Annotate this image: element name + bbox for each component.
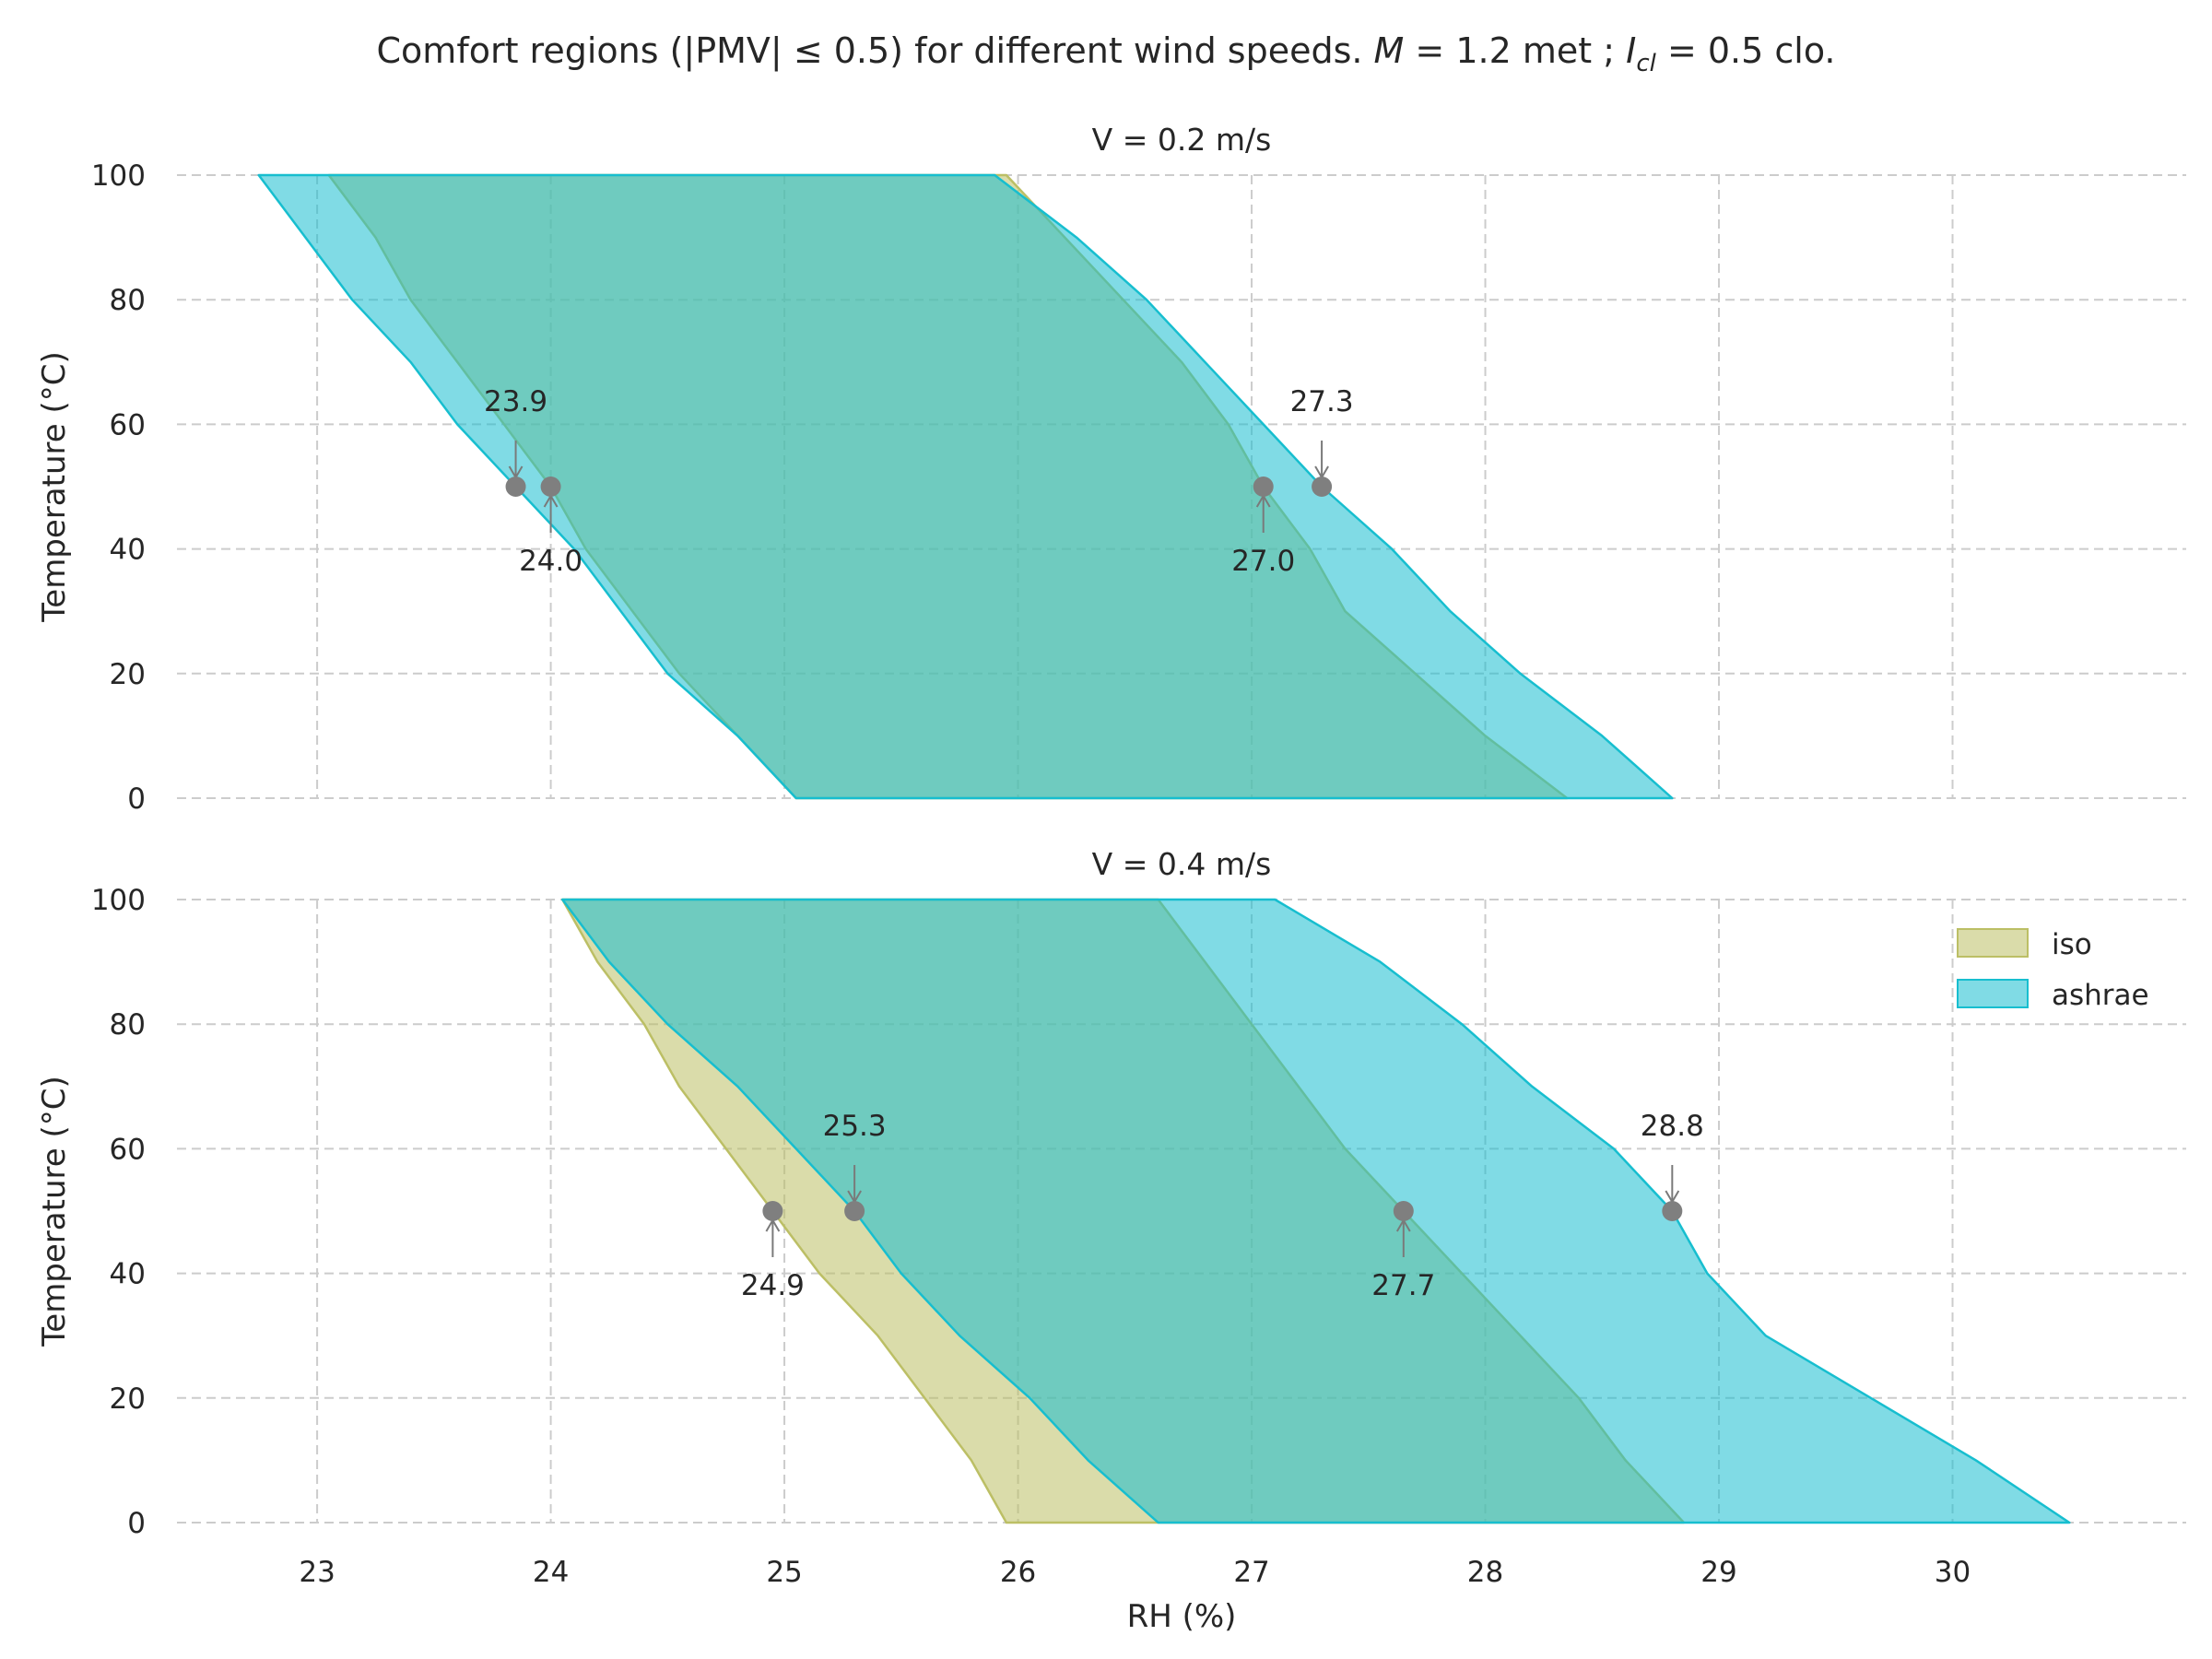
y-axis-label: Temperature (°C)	[36, 351, 73, 622]
y-axis-label: Temperature (°C)	[36, 1076, 73, 1347]
y-tick-label: 0	[127, 782, 146, 816]
legend-label-iso: iso	[2052, 928, 2092, 961]
subplots-group: 0 20 40 60 80 100 Temperature (°C) V = 0.2 m/s 2…	[36, 122, 2186, 1589]
subplot-title: V = 0.4 m/s	[1092, 846, 1272, 882]
annotation-label: 27.0	[1231, 545, 1295, 578]
annotation-label: 27.7	[1371, 1269, 1435, 1302]
x-tick-label: 28	[1467, 1556, 1503, 1589]
comfort-marker	[844, 1201, 865, 1221]
comfort-marker	[505, 477, 526, 497]
comfort-marker	[540, 477, 561, 497]
y-tick-label: 60	[110, 1133, 146, 1166]
x-axis-label: RH (%)	[1127, 1598, 1237, 1635]
legend-label-ashrae: ashrae	[2052, 979, 2149, 1012]
y-tick-label: 20	[110, 1382, 146, 1416]
comfort-marker	[762, 1201, 783, 1221]
annotation-label: 23.9	[484, 385, 547, 418]
annotation-label: 25.3	[823, 1110, 887, 1143]
comfort-marker	[1393, 1201, 1414, 1221]
x-tick-label: 23	[299, 1556, 335, 1589]
region-ashrae	[257, 173, 1674, 800]
y-tick-label: 60	[110, 408, 146, 441]
subplot-1: 0 20 40 60 80 100 Temperature (°C) V = 0.2 m/s 2…	[36, 122, 2186, 816]
region-ashrae	[561, 898, 2071, 1524]
x-tick-label: 24	[533, 1556, 569, 1589]
y-tick-label: 100	[91, 884, 146, 917]
y-tick-label: 40	[110, 534, 146, 567]
y-tick-label: 100	[91, 159, 146, 193]
y-tick-label: 20	[110, 658, 146, 691]
comfort-marker	[1312, 477, 1333, 497]
subplot-title: V = 0.2 m/s	[1092, 122, 1272, 158]
x-tick-label: 26	[1000, 1556, 1036, 1589]
legend-swatch-ashrae	[1957, 979, 2029, 1008]
legend: iso ashrae	[1957, 928, 2149, 1012]
chart-suptitle: Comfort regions (|PMV| ≤ 0.5) for differ…	[377, 30, 1836, 77]
subplot-2: 0 20 40 60 80 100 Temperature (°C) V = 0.4 m/s 2…	[36, 846, 2186, 1589]
annotation-label: 27.3	[1290, 385, 1354, 418]
annotation-label: 24.9	[741, 1269, 805, 1302]
x-tick-label: 25	[766, 1556, 802, 1589]
y-tick-label: 40	[110, 1258, 146, 1291]
y-tick-label: 0	[127, 1507, 146, 1540]
legend-swatch-iso	[1957, 928, 2029, 958]
annotation-label: 28.8	[1641, 1110, 1704, 1143]
annotation-label: 24.0	[519, 545, 582, 578]
y-tick-label: 80	[110, 1008, 146, 1041]
y-tick-label: 80	[110, 284, 146, 317]
x-tick-label: 29	[1700, 1556, 1736, 1589]
comfort-marker	[1253, 477, 1274, 497]
comfort-marker	[1662, 1201, 1683, 1221]
x-tick-label: 30	[1935, 1556, 1971, 1589]
x-tick-label: 27	[1233, 1556, 1269, 1589]
